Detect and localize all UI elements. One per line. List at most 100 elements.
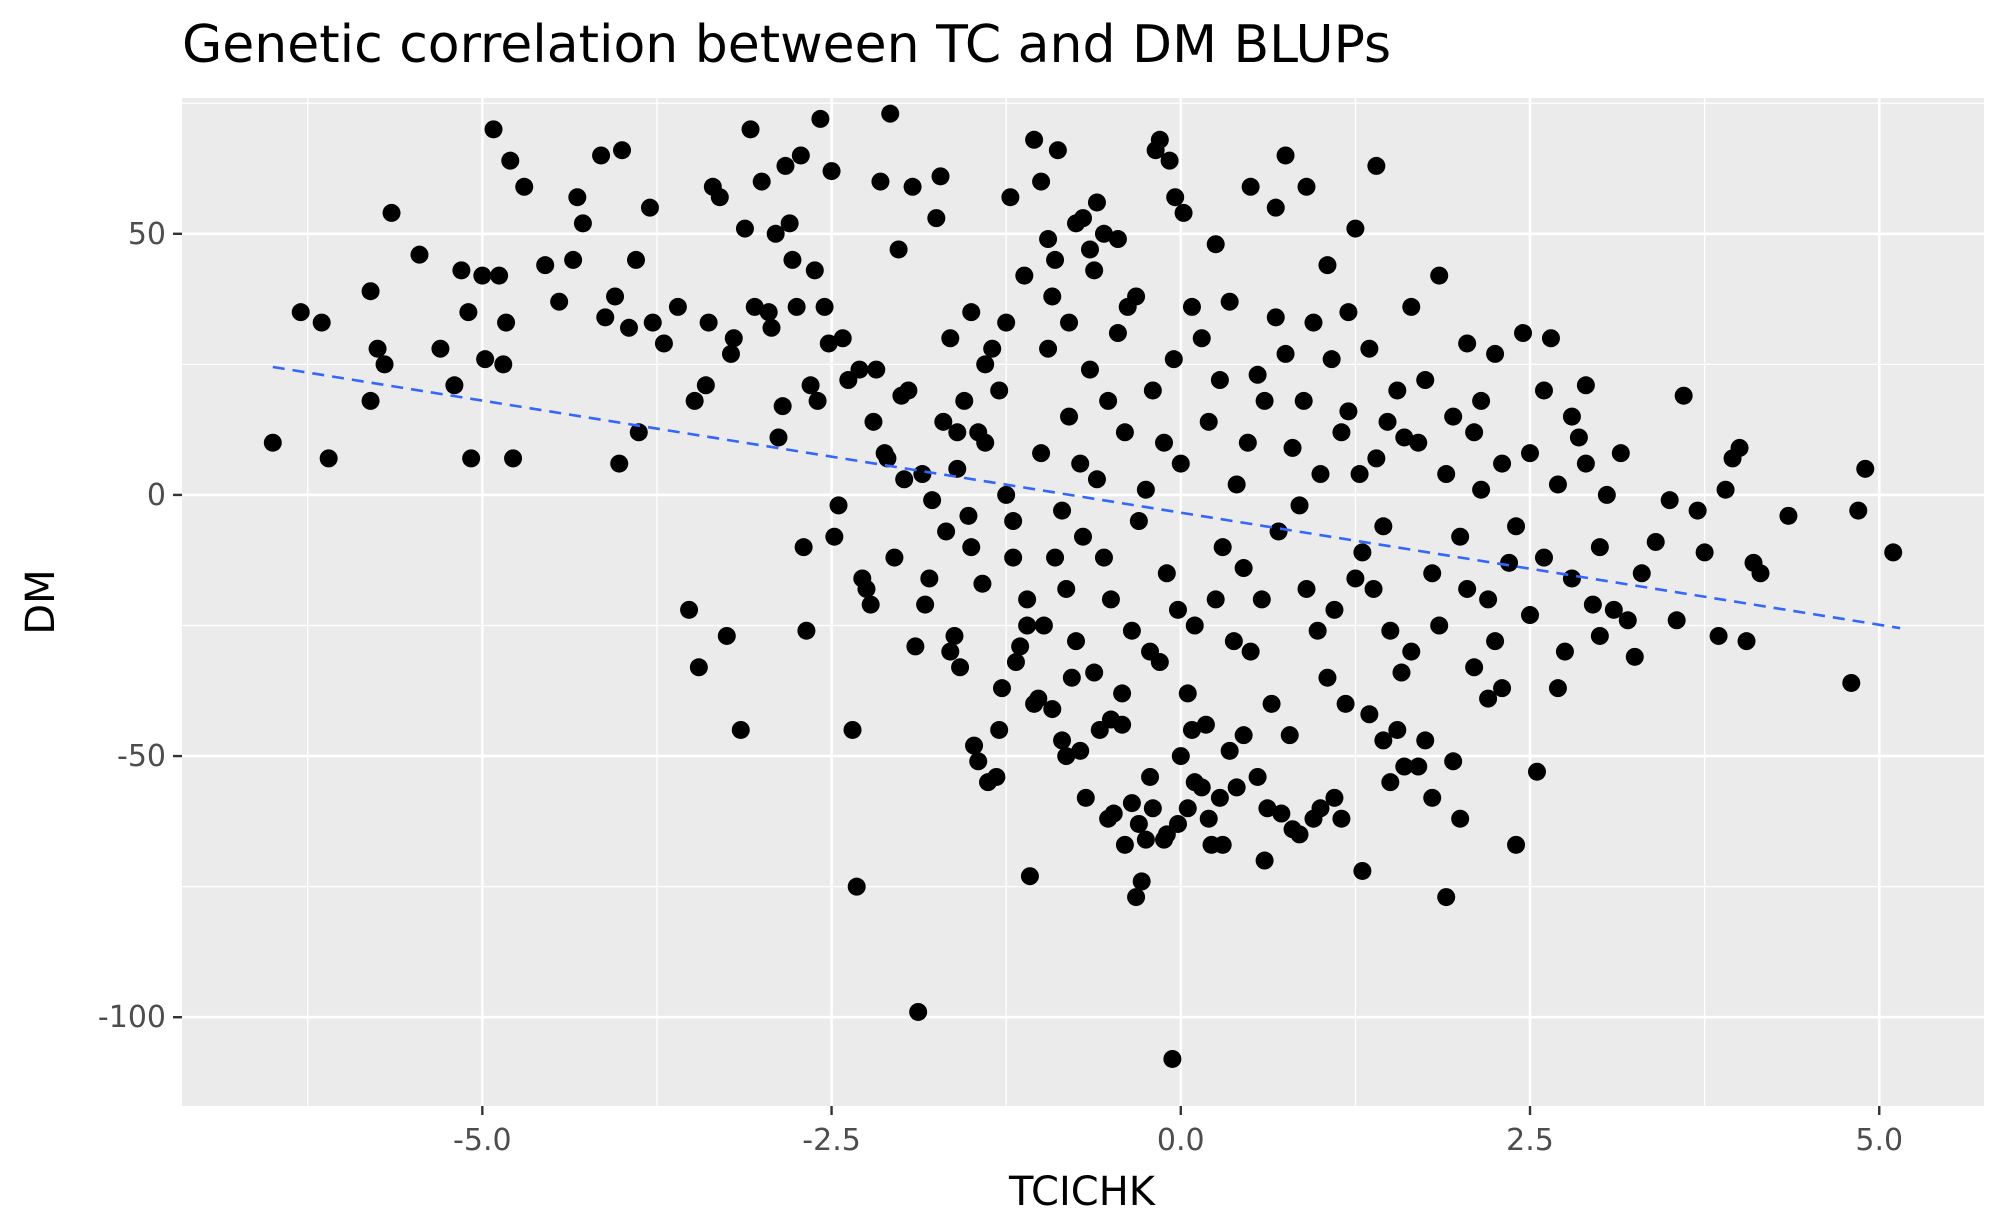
- data-point: [1108, 230, 1127, 249]
- data-point: [626, 250, 645, 269]
- data-point: [1168, 814, 1187, 833]
- data-point: [962, 538, 981, 557]
- data-point: [1129, 512, 1148, 531]
- data-point: [1364, 579, 1383, 598]
- data-point: [1346, 569, 1365, 588]
- data-point: [1101, 590, 1120, 609]
- data-point: [1318, 668, 1337, 687]
- data-point: [476, 350, 495, 369]
- data-point: [1136, 830, 1155, 849]
- data-point: [948, 459, 967, 478]
- data-point: [983, 339, 1002, 358]
- data-point: [536, 256, 555, 275]
- data-point: [1423, 788, 1442, 807]
- data-point: [1171, 747, 1190, 766]
- data-point: [1402, 297, 1421, 316]
- trend-line-group: [272, 365, 1901, 630]
- data-point: [1234, 726, 1253, 745]
- data-point: [1113, 715, 1132, 734]
- data-point: [1141, 767, 1160, 786]
- data-point: [955, 391, 974, 410]
- data-point: [916, 595, 935, 614]
- data-point: [490, 266, 509, 285]
- data-point: [643, 313, 662, 332]
- y-tick-label: 50: [128, 217, 166, 252]
- data-point: [1381, 621, 1400, 640]
- data-point: [1392, 663, 1411, 682]
- data-point: [1262, 694, 1281, 713]
- data-point: [1297, 177, 1316, 196]
- data-point: [815, 297, 834, 316]
- data-point: [1255, 391, 1274, 410]
- data-point: [1127, 287, 1146, 306]
- data-point: [1548, 679, 1567, 698]
- data-point: [1521, 444, 1540, 463]
- data-point: [1304, 313, 1323, 332]
- y-tick-label: -50: [117, 739, 166, 774]
- data-point: [1325, 788, 1344, 807]
- data-point: [1196, 715, 1215, 734]
- data-point: [1099, 391, 1118, 410]
- data-point: [741, 120, 760, 139]
- data-point: [1150, 130, 1169, 149]
- data-point: [1272, 804, 1291, 823]
- data-point: [1360, 705, 1379, 724]
- data-point: [934, 412, 953, 431]
- data-point: [606, 287, 625, 306]
- data-point: [997, 313, 1016, 332]
- data-point: [1604, 600, 1623, 619]
- data-point: [1569, 428, 1588, 447]
- axis-ticks: -5.0 -2.5 0.0 2.5 5.0 -100 -50 0 50: [98, 217, 1903, 1158]
- data-point: [484, 120, 503, 139]
- data-point: [462, 449, 481, 468]
- data-point: [1353, 543, 1372, 562]
- data-point: [1716, 480, 1735, 499]
- x-tick-label: -2.5: [802, 1123, 861, 1158]
- data-point: [1060, 313, 1079, 332]
- data-point: [1283, 438, 1302, 457]
- data-point: [1164, 350, 1183, 369]
- data-point: [1534, 548, 1553, 567]
- data-point: [811, 109, 830, 128]
- data-point: [1479, 689, 1498, 708]
- data-point: [1060, 407, 1079, 426]
- data-point: [592, 146, 611, 165]
- data-point: [850, 360, 869, 379]
- data-point: [1409, 433, 1428, 452]
- data-point: [948, 423, 967, 442]
- data-point: [1185, 616, 1204, 635]
- data-point: [1444, 752, 1463, 771]
- data-point: [881, 104, 900, 123]
- data-point: [550, 292, 569, 311]
- data-point: [941, 642, 960, 661]
- data-point: [769, 428, 788, 447]
- data-point: [1258, 799, 1277, 818]
- data-point: [731, 720, 750, 739]
- data-point: [668, 297, 687, 316]
- data-point: [1674, 386, 1693, 405]
- data-point: [1004, 512, 1023, 531]
- data-point: [1695, 543, 1714, 562]
- data-point: [1479, 590, 1498, 609]
- chart-title: Genetic correlation between TC and DM BL…: [182, 15, 1391, 75]
- data-point: [906, 637, 925, 656]
- data-point: [1127, 888, 1146, 907]
- data-point: [1210, 788, 1229, 807]
- data-point: [992, 679, 1011, 698]
- data-point: [1053, 501, 1072, 520]
- data-point: [1182, 720, 1201, 739]
- data-point: [361, 391, 380, 410]
- data-point: [909, 1002, 928, 1021]
- data-point: [878, 449, 897, 468]
- data-point: [1465, 423, 1484, 442]
- data-point: [847, 877, 866, 896]
- data-point: [494, 355, 513, 374]
- data-point: [1632, 564, 1651, 583]
- data-point: [573, 214, 592, 233]
- data-point: [1472, 480, 1491, 499]
- data-point: [497, 313, 516, 332]
- data-point: [937, 522, 956, 541]
- data-point: [1032, 172, 1051, 191]
- data-point: [1206, 590, 1225, 609]
